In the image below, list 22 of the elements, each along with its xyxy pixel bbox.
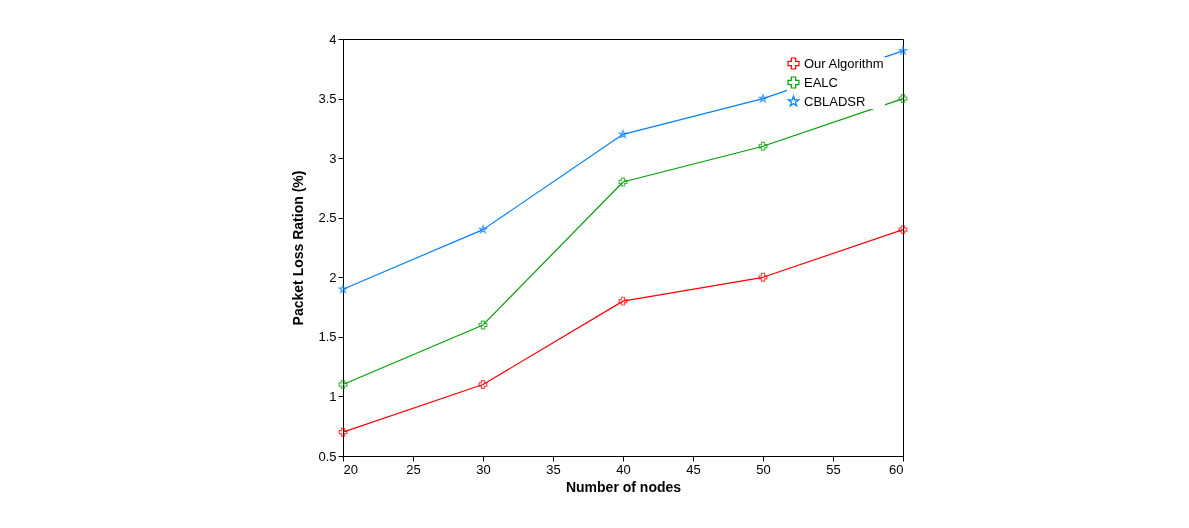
x-tick-label: 20 xyxy=(343,461,358,477)
y-tick-label: 2.5 xyxy=(318,210,337,226)
legend-label: EALC xyxy=(804,74,838,90)
y-tick-label: 1.5 xyxy=(318,329,337,345)
y-tick-label: 3.5 xyxy=(318,91,337,107)
y-tick-label: 3 xyxy=(329,150,337,166)
y-tick-label: 2 xyxy=(329,269,337,285)
x-tick-label: 60 xyxy=(889,461,904,477)
x-tick-label: 30 xyxy=(476,461,491,477)
x-tick-label: 40 xyxy=(616,461,631,477)
legend-label: CBLADSR xyxy=(804,93,866,109)
y-tick-label: 4 xyxy=(329,31,337,47)
y-tick-label: 0.5 xyxy=(318,448,337,464)
x-axis-title: Number of nodes xyxy=(565,478,682,495)
y-tick-label: 1 xyxy=(329,388,337,404)
x-tick-label: 35 xyxy=(546,461,561,477)
x-tick-label: 25 xyxy=(406,461,421,477)
y-axis-title: Packet Loss Ration (%) xyxy=(290,170,307,326)
x-tick-label: 50 xyxy=(756,461,771,477)
legend-label: Our Algorithm xyxy=(804,55,884,71)
x-tick-label: 45 xyxy=(686,461,701,477)
x-tick-label: 55 xyxy=(826,461,841,477)
